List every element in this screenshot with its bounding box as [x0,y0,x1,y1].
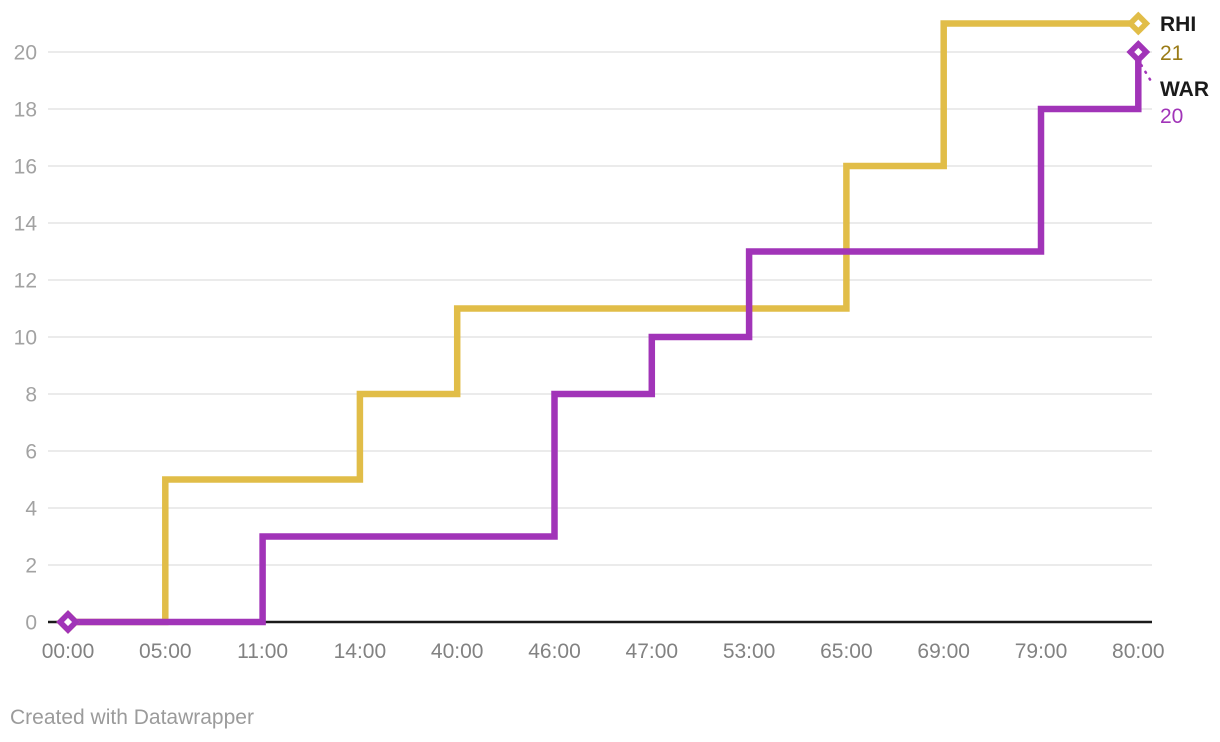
y-tick-label: 4 [25,498,37,521]
end-marker-rhi [1126,11,1151,36]
x-tick-label: 40:00 [431,640,484,663]
x-tick-label: 11:00 [237,640,288,663]
legend-connector-dashed-line [1140,63,1155,87]
start-marker-war [56,610,80,634]
legend: RHI 21 WAR 20 [1160,13,1209,128]
x-tick-label: 65:00 [820,640,873,663]
y-tick-label: 16 [14,156,37,179]
x-tick-label: 46:00 [528,640,581,663]
y-tick-label: 10 [14,327,37,350]
series-line-rhi [68,20,1139,626]
x-tick-label: 79:00 [1015,640,1068,663]
legend-value-rhi: 21 [1160,42,1183,65]
x-tick-label: 80:00 [1112,640,1165,663]
legend-label-rhi: RHI [1160,13,1196,36]
legend-label-war: WAR [1160,78,1209,101]
series-endpoint-markers [56,11,1151,634]
gridlines [48,51,1152,566]
step-chart: 0 2 4 6 8 10 12 14 16 18 20 00:00 05:00 11:00 14:00 40… [14,11,1209,663]
series-line-war [68,52,1142,626]
footer-credit: Created with Datawrapper [10,706,254,729]
x-tick-label: 47:00 [626,640,679,663]
y-tick-label: 6 [25,441,37,464]
y-axis-labels: 0 2 4 6 8 10 12 14 16 18 20 [14,42,38,635]
y-tick-label: 0 [25,612,37,635]
series-lines [68,20,1142,626]
y-tick-label: 14 [14,213,38,236]
y-tick-label: 2 [25,555,37,578]
y-tick-label: 18 [14,99,37,122]
x-tick-label: 53:00 [723,640,776,663]
y-tick-label: 20 [14,42,37,65]
x-tick-label: 69:00 [917,640,970,663]
x-tick-label: 05:00 [139,640,192,663]
legend-value-war: 20 [1160,105,1183,128]
x-axis-labels: 00:00 05:00 11:00 14:00 40:00 46:00 47:00 53:00… [42,640,1165,663]
x-tick-label: 00:00 [42,640,95,663]
y-tick-label: 8 [25,384,37,407]
x-tick-label: 14:00 [334,640,387,663]
end-marker-war [1126,40,1151,64]
y-tick-label: 12 [14,270,37,293]
